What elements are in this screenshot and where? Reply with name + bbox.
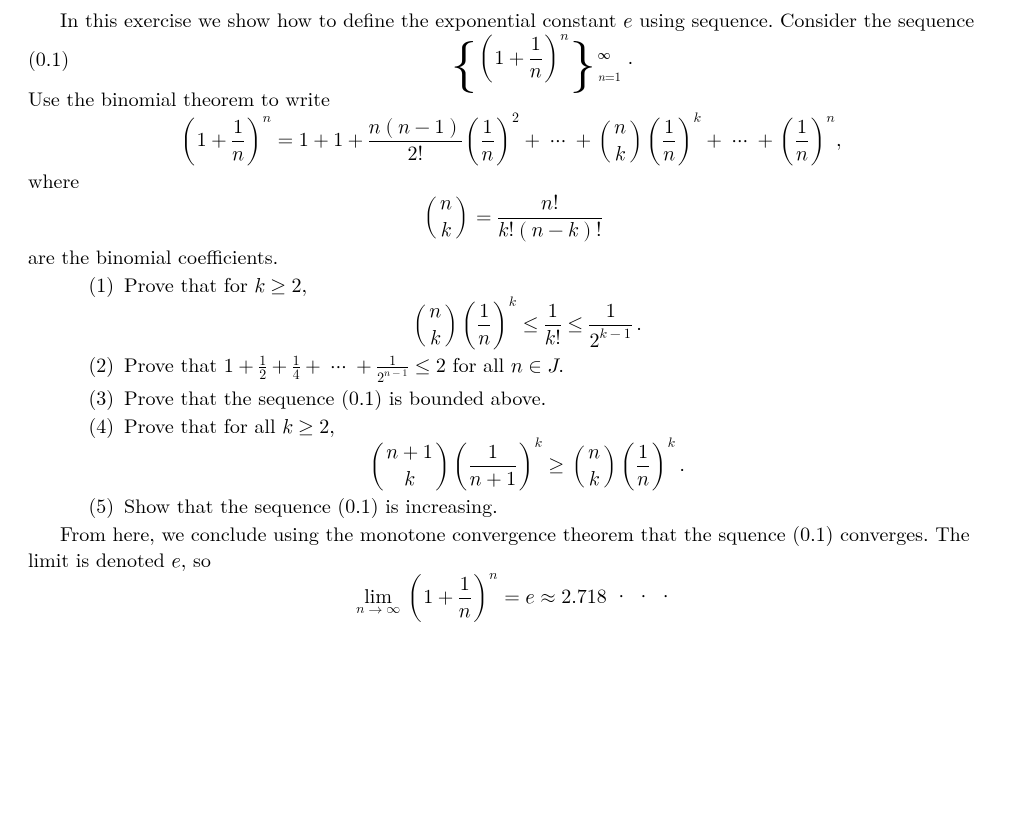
item-4-num: (4) [60, 412, 124, 438]
conclusion-paragraph: From here, we conclude using the monoton… [28, 520, 996, 571]
exercise-items: (1) Prove that for k≥2, (nk) (1n)k ≤1k! … [60, 271, 996, 518]
eq-label-0-1: (0.1) [28, 45, 88, 71]
item-2: (2) Prove that 1+12+14+⋯+ 12n−1≤2 for al… [60, 351, 996, 382]
binomial-expansion-formula: (1+1n)n =1+1+ n(n−1)2! (1n)2 +⋯+ (nk) (1… [28, 112, 996, 165]
item-2-pre: Prove that [124, 349, 224, 378]
item-2-post: for all [446, 349, 511, 378]
item-3-body: Prove that the sequence (0.1) is bounded… [124, 384, 996, 410]
item-5-body: Show that the sequence (0.1) is increasi… [124, 492, 996, 518]
item-1-post: , [301, 269, 307, 298]
item-4-pre: Prove that for all [124, 410, 282, 439]
math-exercise-page: In this exercise we show how to define t… [0, 0, 1024, 628]
item-3-num: (3) [60, 384, 124, 410]
binomial-coeff-def-formula: (nk) = n!k!(n−k)! [28, 195, 996, 241]
intro-paragraph: In this exercise we show how to define t… [28, 6, 996, 32]
binom-coeff-text: are the binomial coefficients. [28, 243, 996, 269]
e-approx-value: 2.718 [561, 580, 607, 609]
inequality-1-formula: (nk) (1n)k ≤1k! ≤12k−1. [60, 296, 996, 349]
item-1: (1) Prove that for k≥2, [60, 271, 996, 297]
conclusion-text-2: , so [181, 544, 211, 573]
where-text: where [28, 167, 996, 193]
equation-0-1: (0.1) { (1+1n) n }∞n=1 . [28, 34, 996, 83]
intro-text-2: using sequence. Consider the sequence [633, 4, 975, 33]
item-4-body: Prove that for all k≥2, [124, 412, 996, 438]
item-1-pre: Prove that for [124, 269, 254, 298]
item-5-num: (5) [60, 492, 124, 518]
item-2-tail: . [558, 349, 564, 378]
item-1-body: Prove that for k≥2, [124, 271, 996, 297]
intro-text-1: In this exercise we show how to define t… [60, 4, 623, 33]
inequality-4-formula: (n+1k) (1n+1)k ≥ (nk) (1n)k . [60, 437, 996, 490]
item-5: (5) Show that the sequence (0.1) is incr… [60, 492, 996, 518]
item-2-num: (2) [60, 351, 124, 382]
item-2-body: Prove that 1+12+14+⋯+ 12n−1≤2 for all n∈… [124, 351, 996, 382]
conclusion-text-1: From here, we conclude using the monoton… [28, 518, 970, 573]
item-3: (3) Prove that the sequence (0.1) is bou… [60, 384, 996, 410]
seq-definition-formula: { (1+1n) n }∞n=1 . [88, 34, 996, 83]
item-1-num: (1) [60, 271, 124, 297]
item-4-post: , [329, 410, 335, 439]
item-4: (4) Prove that for all k≥2, [60, 412, 996, 438]
limit-formula: limn→∞ (1+1n)n =e≈ 2.718 · · · [28, 573, 996, 622]
use-binomial-text: Use the binomial theorem to write [28, 85, 996, 111]
